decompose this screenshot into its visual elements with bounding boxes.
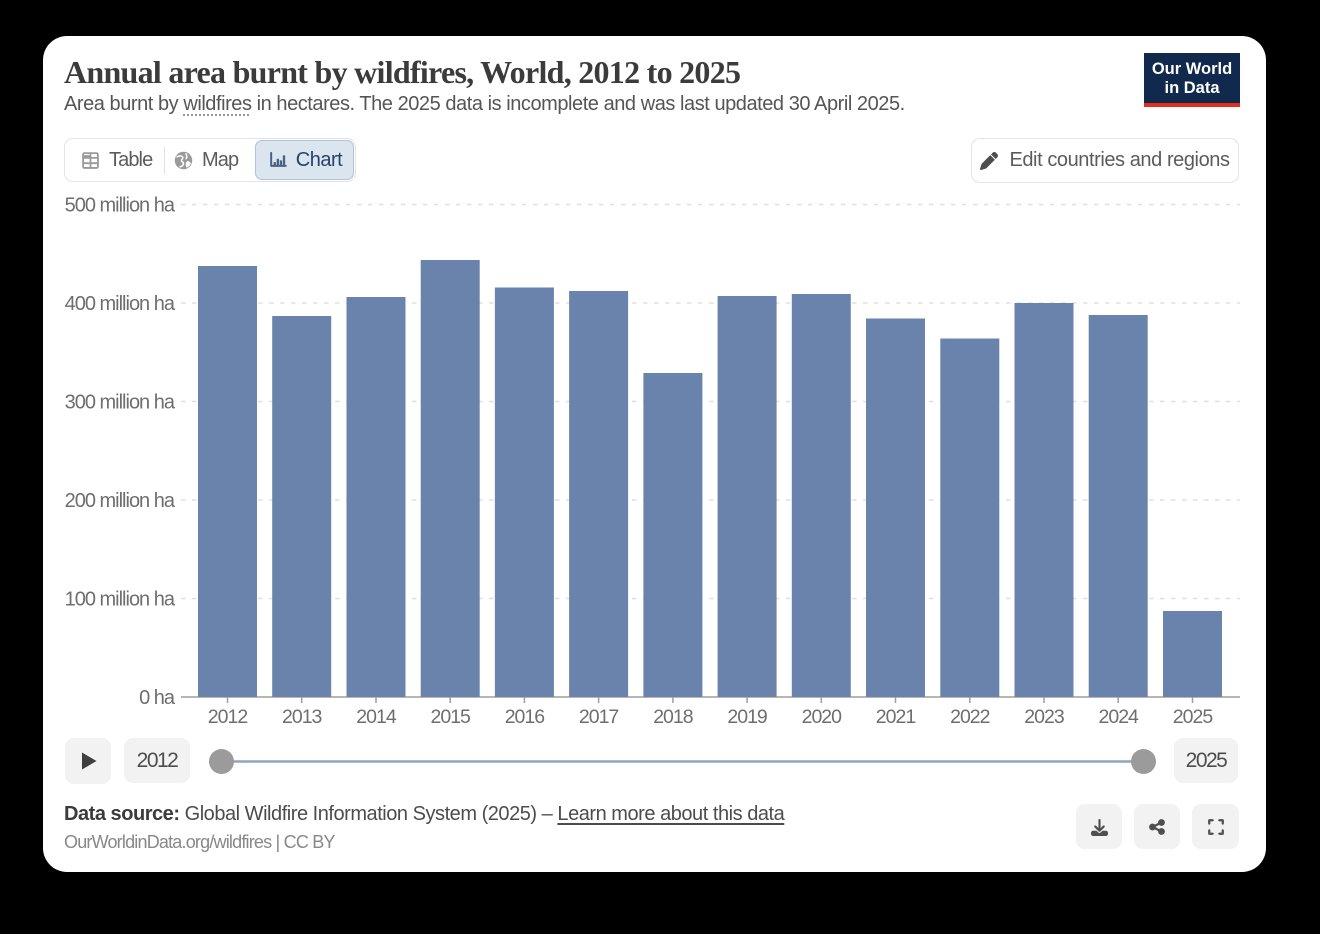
svg-text:2021: 2021 <box>876 706 916 728</box>
svg-text:2017: 2017 <box>579 706 619 728</box>
svg-text:2015: 2015 <box>431 706 472 728</box>
svg-text:300 million ha: 300 million ha <box>65 392 176 414</box>
svg-text:100 million ha: 100 million ha <box>65 589 176 611</box>
svg-text:2023: 2023 <box>1024 706 1064 728</box>
svg-text:2022: 2022 <box>950 706 990 728</box>
svg-text:400 million ha: 400 million ha <box>65 293 176 315</box>
svg-text:2024: 2024 <box>1099 706 1140 728</box>
svg-text:200 million ha: 200 million ha <box>65 490 176 512</box>
svg-text:2018: 2018 <box>653 706 693 728</box>
svg-text:0 ha: 0 ha <box>139 687 176 709</box>
svg-text:2019: 2019 <box>727 706 767 728</box>
svg-text:500 million ha: 500 million ha <box>65 195 176 217</box>
svg-text:2016: 2016 <box>505 706 545 728</box>
svg-text:2025: 2025 <box>1173 706 1214 728</box>
svg-text:2014: 2014 <box>356 706 397 728</box>
svg-text:2012: 2012 <box>208 706 248 728</box>
svg-text:2013: 2013 <box>282 706 322 728</box>
svg-text:2020: 2020 <box>802 706 843 728</box>
